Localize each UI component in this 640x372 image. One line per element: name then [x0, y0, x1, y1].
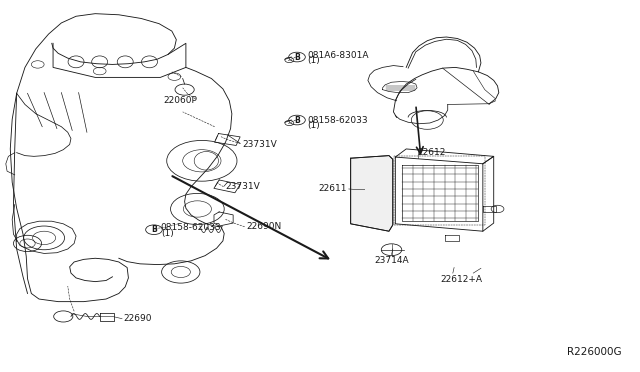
- Text: 22612+A: 22612+A: [441, 275, 483, 284]
- Text: 23731V: 23731V: [242, 140, 277, 149]
- Text: 08158-62033: 08158-62033: [307, 116, 368, 125]
- Text: B: B: [151, 225, 157, 234]
- Polygon shape: [351, 155, 393, 231]
- Text: 22612: 22612: [418, 148, 446, 157]
- Text: B: B: [294, 116, 300, 125]
- Text: R226000G: R226000G: [567, 347, 621, 357]
- Text: (1): (1): [162, 228, 174, 238]
- Text: (1): (1): [307, 56, 320, 65]
- Text: 23714A: 23714A: [374, 256, 409, 265]
- Text: 08158-62033: 08158-62033: [161, 223, 221, 232]
- Text: (1): (1): [307, 121, 320, 130]
- Text: 081A6-8301A: 081A6-8301A: [307, 51, 369, 60]
- Text: 22611: 22611: [318, 185, 347, 193]
- Text: 22690: 22690: [124, 314, 152, 323]
- Text: 23731V: 23731V: [225, 182, 260, 191]
- Text: B: B: [294, 52, 300, 61]
- Text: 22060P: 22060P: [163, 96, 197, 105]
- Text: 22690N: 22690N: [246, 221, 282, 231]
